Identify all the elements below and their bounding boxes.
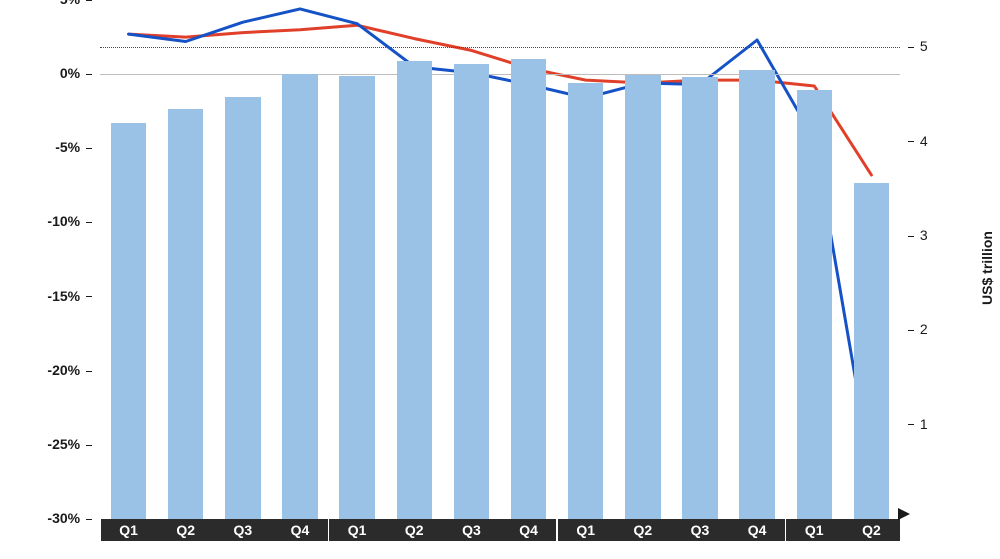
x-tick: Q3 [443, 519, 500, 541]
x-tick: Q2 [614, 519, 671, 541]
bar [625, 75, 660, 519]
bar [225, 97, 260, 519]
x-tick: Q1 [100, 519, 157, 541]
y-right-tick: 2 [906, 321, 928, 337]
bar [111, 123, 146, 519]
y-left-tick: -5% [0, 139, 94, 155]
y-left-tick: -10% [0, 213, 94, 229]
x-axis-bar: Q1Q2Q3Q4Q1Q2Q3Q4Q1Q2Q3Q4Q1Q2 [100, 519, 900, 541]
x-group-separator [328, 519, 330, 541]
x-tick: Q4 [500, 519, 557, 541]
bar [339, 76, 374, 520]
bar [168, 109, 203, 519]
bar [282, 74, 317, 519]
bar [739, 70, 774, 519]
x-tick: Q2 [157, 519, 214, 541]
y-right-axis-label: US$ trillion [979, 231, 995, 305]
x-tick: Q1 [786, 519, 843, 541]
bar [682, 77, 717, 519]
x-group-separator [99, 519, 101, 541]
bar [397, 61, 432, 519]
x-axis-arrow [898, 508, 910, 520]
lines-layer [100, 0, 900, 519]
x-group-separator [785, 519, 787, 541]
zero-percent-line [100, 74, 900, 75]
y-left-tick: -25% [0, 436, 94, 452]
x-tick: Q3 [214, 519, 271, 541]
bar [568, 83, 603, 519]
y-right-tick: 1 [906, 416, 928, 432]
y-left-tick: 0% [0, 65, 94, 81]
five-trillion-ref-line [100, 47, 900, 48]
y-left-tick: -20% [0, 362, 94, 378]
x-tick: Q4 [271, 519, 328, 541]
x-tick: Q1 [557, 519, 614, 541]
y-left-tick: 5% [0, 0, 94, 7]
x-group-separator [556, 519, 558, 541]
x-tick: Q4 [729, 519, 786, 541]
combo-chart: 5% 0% -5% -10% -15% -20% -25% -30% 5 4 3… [0, 0, 1000, 559]
bar [854, 183, 889, 519]
bar [454, 64, 489, 519]
y-left-tick: -15% [0, 288, 94, 304]
y-right-tick: 5 [906, 38, 928, 54]
x-tick: Q2 [843, 519, 900, 541]
y-left-tick: -30% [0, 510, 94, 526]
bar [797, 90, 832, 519]
bar [511, 59, 546, 519]
y-right-tick: 4 [906, 133, 928, 149]
x-tick: Q2 [386, 519, 443, 541]
x-tick: Q3 [671, 519, 728, 541]
y-right-tick: 3 [906, 227, 928, 243]
plot-area [100, 0, 900, 519]
x-tick: Q1 [329, 519, 386, 541]
